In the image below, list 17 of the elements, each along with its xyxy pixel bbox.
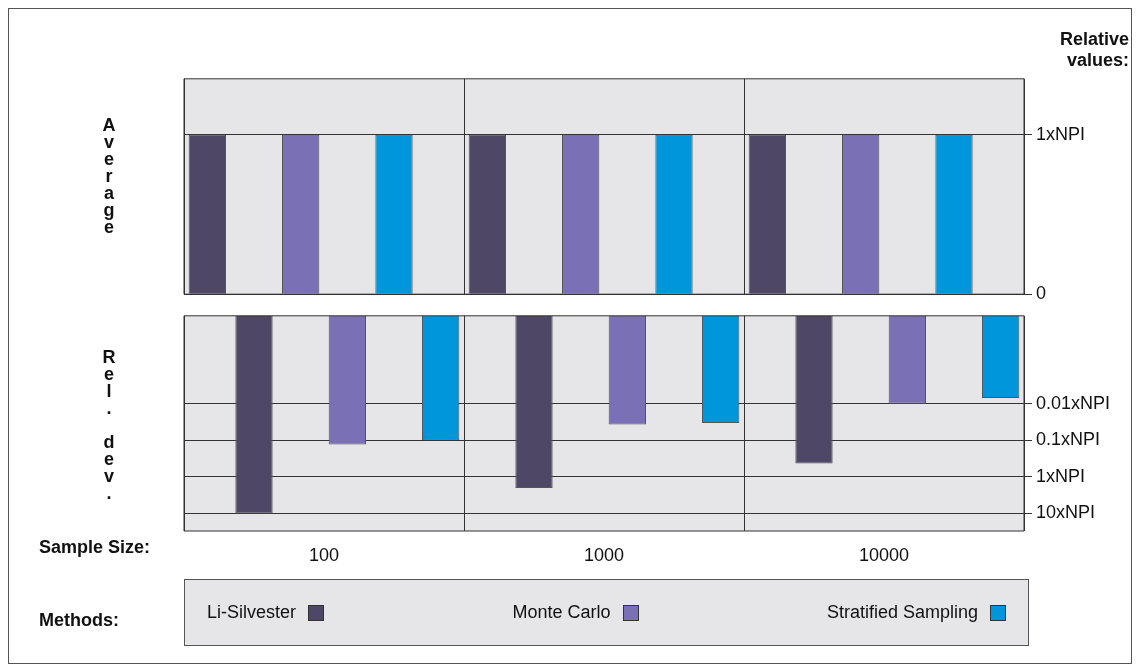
y-tick-label: 1xNPI: [1036, 123, 1086, 144]
text: Relative values:: [1059, 29, 1129, 71]
legend-title: Methods:: [39, 610, 119, 631]
legend-label: Monte Carlo: [512, 602, 611, 623]
y-axis-title: Rel. dev.: [98, 345, 120, 502]
y-tick-label: 0: [1036, 283, 1047, 304]
x-tick-label: 100: [308, 544, 340, 565]
x-axis-title: Sample Size:: [39, 537, 151, 558]
legend-label: Li-Silvester: [207, 602, 297, 623]
y-tick-label: 0.01xNPI: [1036, 392, 1111, 413]
y-tick-label: 0.1xNPI: [1036, 429, 1101, 450]
x-tick-label: 10000: [858, 544, 910, 565]
y-axis-title: Average: [98, 113, 120, 236]
y-tick-label: 10xNPI: [1036, 502, 1096, 523]
y-tick-label: 1xNPI: [1036, 465, 1086, 486]
x-tick-label: 1000: [583, 544, 625, 565]
legend-label: Stratified Sampling: [826, 602, 978, 623]
